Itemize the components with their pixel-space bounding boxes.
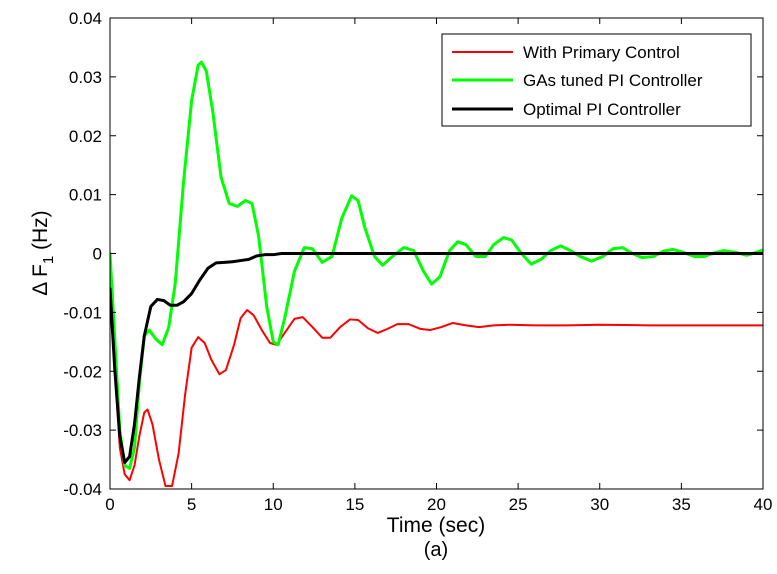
y-axis-title-subscript: 1 xyxy=(40,256,57,264)
x-tick-label: 10 xyxy=(264,495,283,514)
legend-label-primary: With Primary Control xyxy=(523,43,680,62)
y-tick-label: -0.02 xyxy=(63,362,102,381)
y-tick-label: -0.03 xyxy=(63,421,102,440)
y-axis-title-unit: (Hz) xyxy=(29,210,52,256)
x-tick-label: 30 xyxy=(590,495,609,514)
tick-layer: 0 5 10 15 20 25 30 35 40 -0.04 -0.03 -0.02 -0.01 0 0.0… xyxy=(63,9,772,514)
y-axis-title: Δ F1 (Hz) xyxy=(29,210,57,295)
y-tick-label: -0.04 xyxy=(63,480,102,499)
x-axis-title: Time (sec) xyxy=(387,514,485,537)
x-tick-label: 20 xyxy=(427,495,446,514)
figure-caption: (a) xyxy=(424,539,448,561)
y-tick-label: 0.04 xyxy=(69,9,102,28)
y-tick-label: -0.01 xyxy=(63,303,102,322)
x-tick-label: 25 xyxy=(509,495,528,514)
legend-label-ga: GAs tuned PI Controller xyxy=(523,71,703,90)
legend-label-optimal: Optimal PI Controller xyxy=(523,100,681,119)
x-tick-label: 0 xyxy=(105,495,114,514)
legend: With Primary Control GAs tuned PI Contro… xyxy=(441,33,752,127)
x-tick-label: 15 xyxy=(345,495,364,514)
series-line-2 xyxy=(110,252,763,465)
x-tick-label: 5 xyxy=(187,495,196,514)
series-layer xyxy=(110,60,763,488)
x-tick-label: 40 xyxy=(754,495,773,514)
x-tick-label: 35 xyxy=(672,495,691,514)
y-tick-label: 0.02 xyxy=(69,127,102,146)
y-tick-label: 0.01 xyxy=(69,186,102,205)
y-tick-label: 0.03 xyxy=(69,68,102,87)
y-tick-label: 0 xyxy=(93,245,102,264)
y-axis-title-main: Δ F xyxy=(29,264,52,296)
